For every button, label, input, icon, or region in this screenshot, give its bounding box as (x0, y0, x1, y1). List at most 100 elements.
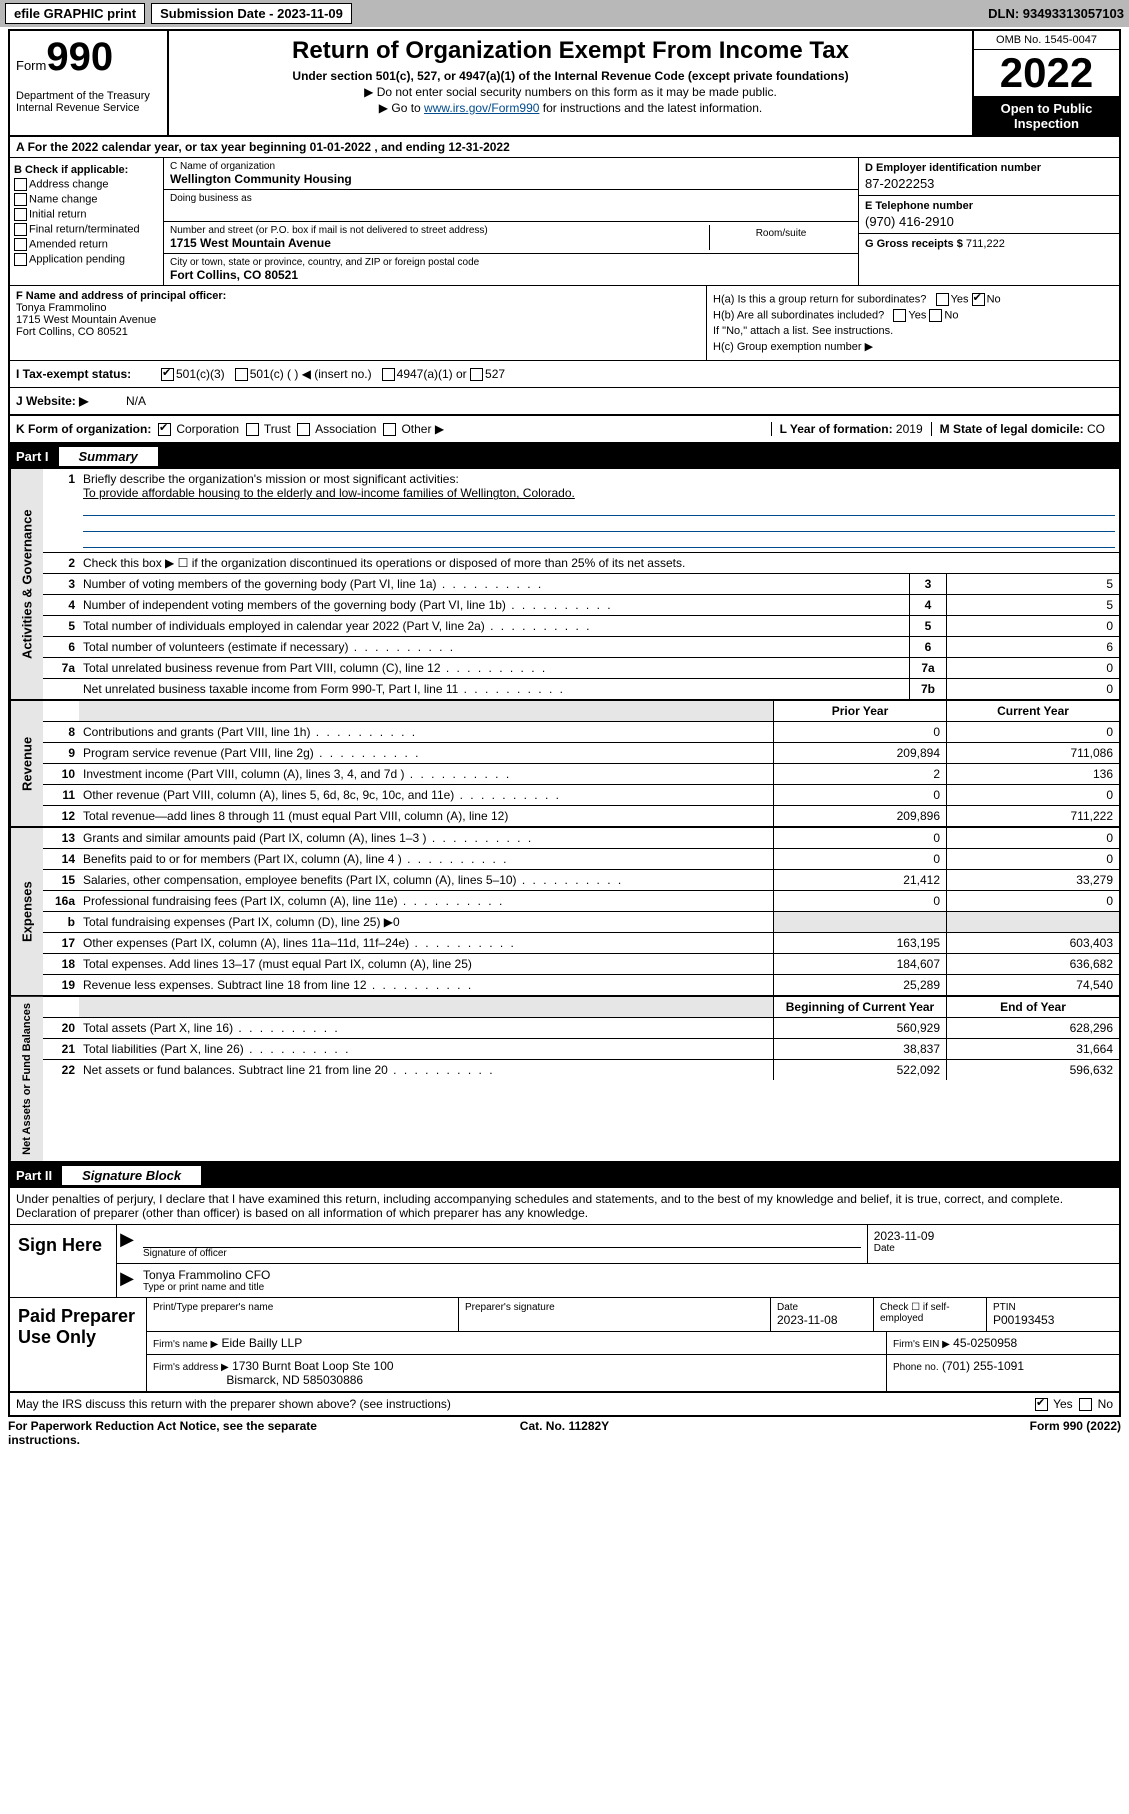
hb-yes[interactable] (893, 309, 906, 322)
n22c: 596,632 (946, 1060, 1119, 1080)
e17c: 603,403 (946, 933, 1119, 953)
r9p: 209,894 (773, 743, 946, 763)
na-end-head: End of Year (946, 997, 1119, 1017)
tel: (970) 416-2910 (865, 214, 1113, 229)
l5: Total number of individuals employed in … (79, 616, 909, 636)
firm-ein: 45-0250958 (953, 1336, 1017, 1350)
street: 1715 West Mountain Avenue (170, 236, 709, 250)
r10p: 2 (773, 764, 946, 784)
cb-4947[interactable] (382, 368, 395, 381)
ha-yes[interactable] (936, 293, 949, 306)
preparer-lab: Paid Preparer Use Only (10, 1298, 147, 1391)
l7av: 0 (946, 658, 1119, 678)
ha-no[interactable] (972, 293, 985, 306)
may-irs-row: May the IRS discuss this return with the… (10, 1392, 1119, 1415)
e15d: Salaries, other compensation, employee b… (79, 870, 773, 890)
b-item-3: Final return/terminated (29, 223, 140, 235)
penalty-text: Under penalties of perjury, I declare th… (10, 1188, 1119, 1225)
l4: Number of independent voting members of … (79, 595, 909, 615)
cb-corp[interactable] (158, 423, 171, 436)
n20p: 560,929 (773, 1018, 946, 1038)
l6: Total number of volunteers (estimate if … (79, 637, 909, 657)
l7b: Net unrelated business taxable income fr… (79, 679, 909, 699)
firm-addr1: 1730 Burnt Boat Loop Ste 100 (232, 1359, 393, 1373)
r10d: Investment income (Part VIII, column (A)… (79, 764, 773, 784)
sub3-pre: Go to (391, 101, 424, 115)
mayirs-yes[interactable] (1035, 1398, 1048, 1411)
prep-date: 2023-11-08 (777, 1313, 867, 1327)
page-footer: For Paperwork Reduction Act Notice, see … (8, 1419, 1121, 1447)
cb-name-change[interactable] (14, 193, 27, 206)
e16bd: Total fundraising expenses (Part IX, col… (79, 912, 773, 932)
l6v: 6 (946, 637, 1119, 657)
l-year: 2019 (896, 422, 923, 436)
e17d: Other expenses (Part IX, column (A), lin… (79, 933, 773, 953)
signature-arrow1: ▶ (117, 1225, 137, 1263)
e13c: 0 (946, 828, 1119, 848)
l7a: Total unrelated business revenue from Pa… (79, 658, 909, 678)
col-c: C Name of organization Wellington Commun… (164, 158, 858, 285)
cb-527[interactable] (470, 368, 483, 381)
cb-501c3[interactable] (161, 368, 174, 381)
type-lab: Type or print name and title (143, 1282, 1113, 1293)
cb-assoc[interactable] (297, 423, 310, 436)
tel-lab: E Telephone number (865, 200, 1113, 212)
l4v: 5 (946, 595, 1119, 615)
form-title: Return of Organization Exempt From Incom… (175, 37, 966, 65)
ha-yes-lab: Yes (951, 293, 969, 305)
open-public: Open to Public Inspection (974, 96, 1119, 135)
e16an: 16a (43, 891, 79, 911)
hb-no[interactable] (929, 309, 942, 322)
phone-lab: Phone no. (893, 1362, 939, 1373)
l3: Number of voting members of the governin… (79, 574, 909, 594)
mayirs-no[interactable] (1079, 1398, 1092, 1411)
n20d: Total assets (Part X, line 16) (79, 1018, 773, 1038)
prep-sig-lab: Preparer's signature (465, 1302, 764, 1313)
firm-name: Eide Bailly LLP (222, 1336, 303, 1350)
signature-arrow2: ▶ (117, 1264, 137, 1297)
f-lab: F Name and address of principal officer: (16, 290, 226, 302)
r8c: 0 (946, 722, 1119, 742)
n22d: Net assets or fund balances. Subtract li… (79, 1060, 773, 1080)
cb-other[interactable] (383, 423, 396, 436)
section-bc: B Check if applicable: Address change Na… (10, 158, 1119, 285)
part2-num: Part II (16, 1168, 52, 1183)
c-name-lab: C Name of organization (170, 161, 852, 172)
firm-name-lab: Firm's name ▶ (153, 1339, 218, 1350)
mayirs-no-lab: No (1098, 1397, 1113, 1411)
cb-app-pending[interactable] (14, 253, 27, 266)
sub3-post: for instructions and the latest informat… (539, 101, 762, 115)
submission-date: Submission Date - 2023-11-09 (151, 3, 352, 24)
l-lab: L Year of formation: (780, 422, 893, 436)
gross: 711,222 (966, 238, 1005, 250)
irs-link[interactable]: www.irs.gov/Form990 (424, 101, 539, 115)
h-note: If "No," attach a list. See instructions… (713, 325, 1113, 337)
cb-trust[interactable] (246, 423, 259, 436)
signature-block: Under penalties of perjury, I declare th… (8, 1188, 1121, 1417)
firm-phone: (701) 255-1091 (942, 1359, 1024, 1373)
cb-initial-return[interactable] (14, 208, 27, 221)
sig-date: 2023-11-09 (874, 1229, 1113, 1243)
cb-amended[interactable] (14, 238, 27, 251)
ein-lab: D Employer identification number (865, 162, 1113, 174)
e14n: 14 (43, 849, 79, 869)
hb-no-lab: No (944, 309, 958, 321)
mayirs-yes-lab: Yes (1053, 1397, 1073, 1411)
i-4947: 4947(a)(1) or (397, 367, 467, 381)
f-name: Tonya Frammolino (16, 302, 106, 314)
cb-501c[interactable] (235, 368, 248, 381)
prep-date-lab: Date (777, 1302, 867, 1313)
officer-name: Tonya Frammolino CFO (143, 1268, 1113, 1282)
cb-address-change[interactable] (14, 178, 27, 191)
row-k: K Form of organization: Corporation Trus… (10, 414, 1119, 442)
efile-label: efile GRAPHIC print (5, 3, 145, 24)
row-j: J Website: ▶ N/A (10, 387, 1119, 414)
prep-check-lab: Check ☐ if self-employed (880, 1302, 980, 1324)
e16ad: Professional fundraising fees (Part IX, … (79, 891, 773, 911)
i-527: 527 (485, 367, 505, 381)
ha-no-lab: No (987, 293, 1001, 305)
cb-final-return[interactable] (14, 223, 27, 236)
m-state: CO (1087, 422, 1105, 436)
n22n: 22 (43, 1060, 79, 1080)
sig-officer-lab: Signature of officer (143, 1248, 861, 1259)
